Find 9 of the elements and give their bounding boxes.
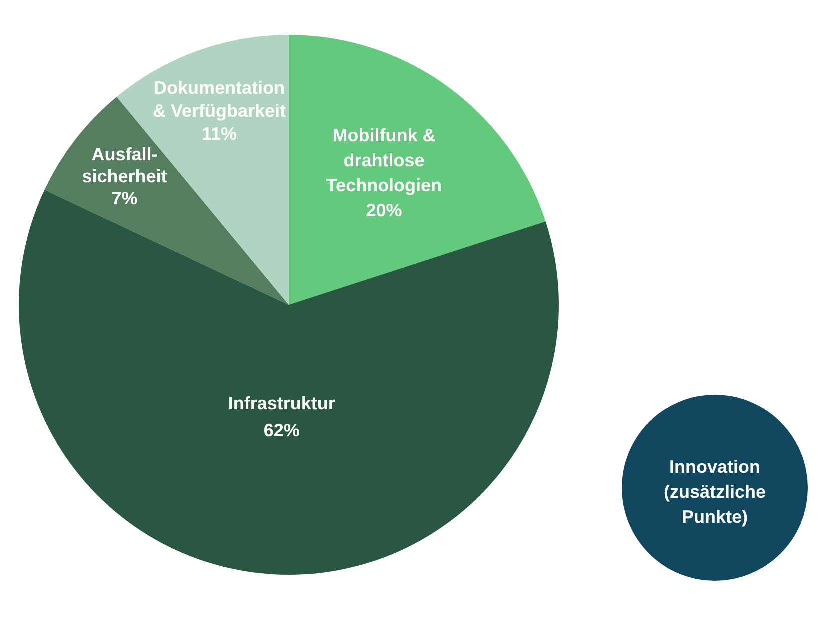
text: Innovation (zusätzliche Punkte) <box>662 456 768 529</box>
data-label: 11% <box>202 124 238 144</box>
slice-label: Ausfall-sicherheit <box>82 144 168 187</box>
data-label: 7% <box>112 188 138 209</box>
slice-label: Dokumentation & Verfügbarkeit <box>152 78 286 121</box>
slice-label: Mobilfunk & drahtlose Technologien <box>326 125 442 196</box>
data-label: 20% <box>366 200 402 220</box>
slice-label: Infrastruktur <box>228 394 336 414</box>
data-label: 62% <box>264 420 300 441</box>
